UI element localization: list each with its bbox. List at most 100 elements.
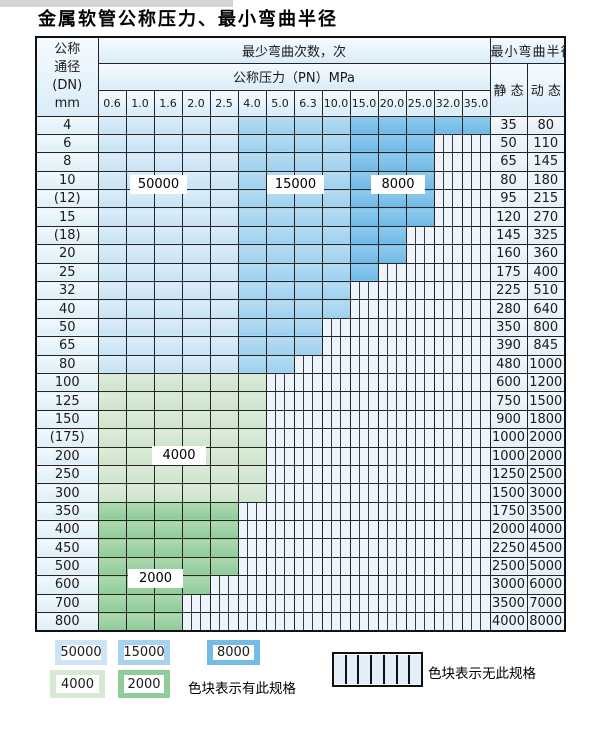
static-radius-cell: 600 (489, 372, 528, 393)
no-spec-cell (405, 538, 435, 558)
static-radius-cell: 1750 (489, 501, 528, 522)
spec-cell (265, 225, 295, 246)
no-spec-cell (377, 299, 407, 319)
no-spec-cell (433, 501, 463, 522)
legend-swatch-15000: 15000 (118, 640, 170, 665)
static-radius-cell: 145 (489, 225, 528, 246)
no-spec-cell (433, 225, 463, 246)
no-spec-cell (433, 189, 463, 209)
spec-cell (153, 372, 183, 393)
spec-cell (209, 372, 239, 393)
no-spec-cell (237, 575, 267, 595)
pressure-col-header: 25.0 (405, 89, 435, 117)
legend-swatch-50000: 50000 (55, 640, 107, 665)
spec-cell (125, 262, 155, 283)
page-title: 金属软管公称压力、最小弯曲半径 (38, 9, 338, 30)
dn-cell: 400 (35, 520, 99, 540)
dynamic-radius-cell: 3000 (526, 483, 566, 503)
spec-cell (377, 152, 407, 172)
spec-cell (237, 152, 267, 172)
spec-cell (293, 152, 323, 172)
dn-cell: (12) (35, 189, 99, 209)
spec-row-dn-65: 65 390 845 (35, 336, 566, 356)
no-spec-cell (433, 538, 463, 558)
no-spec-cell (461, 372, 491, 393)
spec-cell (321, 299, 351, 319)
spec-cell (265, 133, 295, 154)
pressure-col-header: 2.0 (181, 89, 211, 117)
legend-swatch-label: 50000 (60, 645, 102, 660)
spec-cell (97, 446, 127, 466)
spec-cell (349, 133, 379, 154)
no-spec-cell (433, 483, 463, 503)
no-spec-cell (405, 556, 435, 577)
legend-has-spec-text: 色块表示有此规格 (188, 681, 296, 697)
no-spec-cell (265, 483, 295, 503)
spec-table: 公称 通径 (DN) mm 最少弯曲次数，次 最小弯曲半径 公称压力（PN）MP… (35, 36, 567, 632)
no-spec-cell (461, 575, 491, 595)
spec-cell (349, 225, 379, 246)
spec-cell (349, 207, 379, 227)
no-spec-cell (461, 262, 491, 283)
static-radius-cell: 1000 (489, 428, 528, 448)
legend-swatch-label: 4000 (56, 675, 99, 693)
dynamic-radius-cell: 5000 (526, 556, 566, 577)
no-spec-cell (209, 575, 239, 595)
no-spec-cell (321, 593, 351, 614)
dn-cell: 25 (35, 262, 99, 283)
spec-row-dn-450: 450 2250 4500 (35, 538, 566, 558)
spec-cell (125, 152, 155, 172)
dynamic-radius-cell: 1500 (526, 391, 566, 411)
no-spec-cell (461, 538, 491, 558)
spec-cell (125, 317, 155, 338)
spec-cell (97, 262, 127, 283)
no-spec-cell (405, 372, 435, 393)
spec-cell (97, 225, 127, 246)
spec-row-dn-80: 80 480 1000 (35, 354, 566, 374)
pressure-col-header: 6.3 (293, 89, 323, 117)
spec-cell (181, 189, 211, 209)
spec-cell (265, 152, 295, 172)
spec-row-dn-400: 400 2000 4000 (35, 520, 566, 540)
static-radius-cell: 2500 (489, 556, 528, 577)
static-radius-cell: 900 (489, 409, 528, 430)
spec-cell (293, 115, 323, 135)
static-radius-cell: 2250 (489, 538, 528, 558)
no-spec-cell (461, 520, 491, 540)
static-radius-cell: 120 (489, 207, 528, 227)
no-spec-cell (265, 575, 295, 595)
no-spec-cell (349, 538, 379, 558)
spec-cell (293, 299, 323, 319)
spec-cell (125, 464, 155, 485)
spec-cell (321, 244, 351, 264)
no-spec-cell (349, 372, 379, 393)
no-spec-cell (405, 409, 435, 430)
no-spec-cell (265, 409, 295, 430)
spec-cell (181, 538, 211, 558)
no-spec-cell (377, 281, 407, 301)
no-spec-cell (461, 189, 491, 209)
no-spec-cell (265, 446, 295, 466)
no-spec-cell (461, 299, 491, 319)
spec-cell (97, 281, 127, 301)
spec-cell (237, 262, 267, 283)
no-spec-cell (321, 556, 351, 577)
spec-row-dn-40: 40 280 640 (35, 299, 566, 319)
spec-cell (237, 336, 267, 356)
spec-cell (97, 170, 127, 191)
spec-cell (153, 464, 183, 485)
spec-cell (321, 170, 351, 191)
no-spec-cell (349, 612, 379, 632)
spec-cell (237, 170, 267, 191)
spec-cell (97, 207, 127, 227)
no-spec-cell (349, 575, 379, 595)
dn-cell: 100 (35, 372, 99, 393)
no-spec-cell (265, 556, 295, 577)
no-spec-cell (377, 372, 407, 393)
static-radius-cell: 390 (489, 336, 528, 356)
no-spec-cell (349, 428, 379, 448)
no-spec-cell (265, 520, 295, 540)
cycle-label-15000: 15000 (267, 175, 324, 194)
spec-cell (293, 133, 323, 154)
pressure-col-header: 4.0 (237, 89, 267, 117)
